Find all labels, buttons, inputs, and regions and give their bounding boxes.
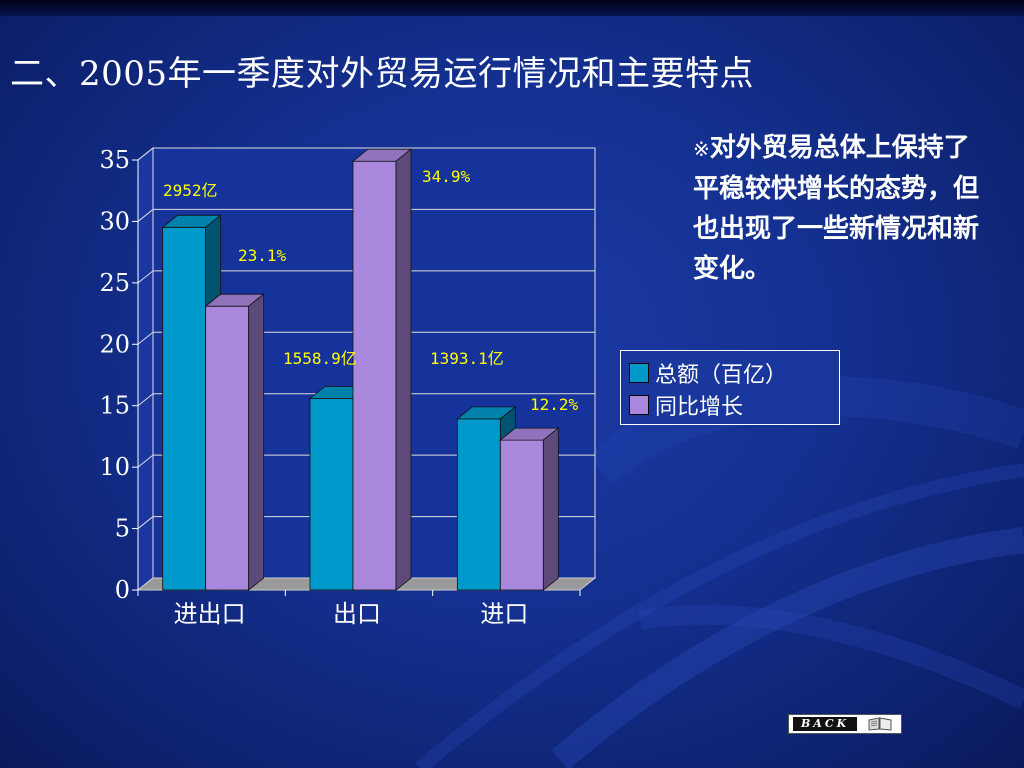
gridline-diagonal	[137, 454, 154, 468]
gridline-diagonal	[137, 516, 154, 529]
y-tick-label: 30	[99, 207, 130, 235]
bar-同比增长-进口	[499, 439, 544, 591]
plot-side-wall	[137, 146, 154, 592]
bar-side-同比增长-出口	[395, 148, 412, 591]
data-label: 1393.1亿	[430, 349, 504, 368]
data-label: 23.1%	[238, 246, 287, 265]
x-category-label: 出口	[333, 600, 381, 628]
chart-legend: 总额（百亿） 同比增长	[620, 350, 840, 425]
gridline-diagonal	[137, 209, 154, 222]
legend-label-total: 总额（百亿）	[655, 363, 788, 388]
bar-总额（百亿）-进口	[456, 418, 501, 591]
y-tick-label: 25	[99, 269, 130, 297]
data-label: 34.9%	[422, 167, 471, 186]
y-tick-label: 0	[115, 576, 130, 604]
y-tick-label: 15	[99, 392, 130, 420]
legend-swatch-growth	[629, 395, 649, 415]
book-icon	[868, 717, 892, 731]
back-button[interactable]: BACK	[788, 714, 902, 734]
top-bar	[0, 0, 1024, 16]
x-category-label: 进口	[480, 600, 528, 628]
bar-总额（百亿）-进出口	[162, 226, 207, 591]
bar-side-同比增长-进口	[542, 427, 559, 591]
bar-同比增长-进出口	[205, 305, 250, 591]
summary-text: ※对外贸易总体上保持了平稳较快增长的态势，但也出现了一些新情况和新变化。	[693, 128, 983, 289]
legend-label-growth: 同比增长	[655, 395, 744, 420]
legend-item-total: 总额（百亿）	[629, 359, 788, 388]
y-tick-label: 10	[99, 453, 130, 481]
gridline-diagonal	[137, 270, 154, 284]
gridline-diagonal	[137, 147, 154, 161]
y-tick-label: 20	[99, 330, 130, 358]
back-button-label: BACK	[793, 717, 858, 731]
gridline-diagonal	[137, 393, 154, 407]
bar-同比增长-出口	[352, 160, 397, 591]
y-tick-label: 35	[99, 146, 130, 174]
legend-swatch-total	[629, 363, 649, 383]
bar-side-同比增长-进出口	[248, 293, 265, 591]
page-title: 二、2005年一季度对外贸易运行情况和主要特点	[10, 54, 755, 94]
bar-总额（百亿）-出口	[309, 398, 354, 591]
summary-body: 对外贸易总体上保持了平稳较快增长的态势，但也出现了一些新情况和新变化。	[693, 133, 980, 284]
y-tick-label: 5	[115, 515, 130, 543]
data-label: 2952亿	[163, 181, 218, 200]
legend-item-growth: 同比增长	[629, 391, 744, 420]
data-label: 1558.9亿	[283, 349, 357, 368]
reference-mark: ※	[693, 137, 710, 161]
x-category-label: 进出口	[174, 600, 246, 628]
data-label: 12.2%	[530, 395, 579, 414]
gridline-diagonal	[137, 331, 154, 345]
